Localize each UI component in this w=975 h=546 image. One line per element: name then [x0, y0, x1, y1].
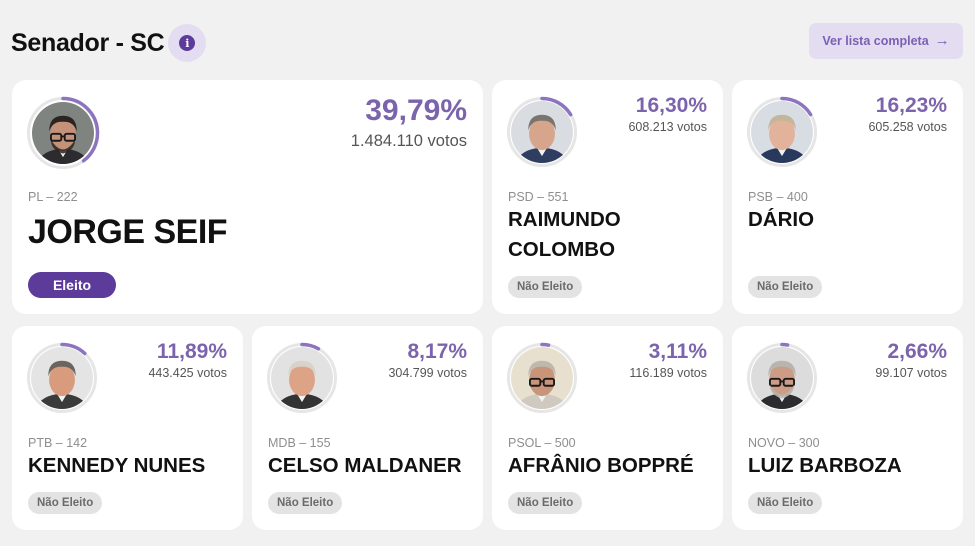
- status-badge: Não Eleito: [748, 276, 823, 298]
- status-badge: Não Eleito: [508, 276, 583, 298]
- vote-count: 99.107 votos: [875, 366, 947, 380]
- candidate-name: KENNEDY NUNES: [28, 454, 206, 477]
- candidate-name: JORGE SEIF: [28, 213, 228, 251]
- candidate-card[interactable]: 3,11% 116.189 votos PSOL – 500 AFRÂNIO B…: [492, 326, 723, 530]
- candidate-photo: [751, 101, 813, 163]
- see-full-list-button[interactable]: Ver lista completa →: [809, 23, 963, 59]
- candidate-name: AFRÂNIO BOPPRÉ: [508, 454, 694, 477]
- candidate-name: DÁRIO: [748, 208, 815, 231]
- vote-percent: 3,11%: [648, 340, 707, 363]
- vote-count: 304.799 votos: [388, 366, 467, 380]
- candidate-card[interactable]: 8,17% 304.799 votos MDB – 155 CELSO MALD…: [252, 326, 483, 530]
- candidate-card[interactable]: 2,66% 99.107 votos NOVO – 300 LUIZ BARBO…: [732, 326, 963, 530]
- candidate-avatar: [506, 342, 578, 414]
- vote-count: 116.189 votos: [629, 366, 707, 380]
- candidate-photo: [271, 347, 333, 409]
- party-number: NOVO – 300: [748, 436, 820, 450]
- candidate-card[interactable]: 16,23% 605.258 votos PSB – 400 DÁRIO Não…: [732, 80, 963, 314]
- party-number: PSOL – 500: [508, 436, 576, 450]
- vote-count: 443.425 votos: [148, 366, 227, 380]
- status-badge: Não Eleito: [28, 492, 103, 514]
- candidate-name: CELSO MALDANER: [268, 454, 462, 477]
- candidate-avatar: [26, 342, 98, 414]
- vote-percent: 16,30%: [635, 94, 707, 117]
- see-full-list-label: Ver lista completa: [822, 34, 929, 48]
- vote-percent: 8,17%: [407, 340, 467, 363]
- candidate-photo: [511, 347, 573, 409]
- candidate-photo: [32, 102, 94, 164]
- status-badge: Não Eleito: [508, 492, 583, 514]
- candidate-avatar: [26, 96, 100, 170]
- vote-percent: 16,23%: [875, 94, 947, 117]
- page-title: Senador - SC: [11, 28, 165, 57]
- vote-count: 1.484.110 votos: [350, 132, 467, 150]
- candidate-avatar: [746, 342, 818, 414]
- info-icon: i: [179, 35, 196, 51]
- candidate-card[interactable]: 11,89% 443.425 votos PTB – 142 KENNEDY N…: [12, 326, 243, 530]
- candidate-photo: [751, 347, 813, 409]
- party-number: PSD – 551: [508, 190, 569, 204]
- candidate-avatar: [746, 96, 818, 168]
- candidate-card[interactable]: 16,30% 608.213 votos PSD – 551 RAIMUNDO …: [492, 80, 723, 314]
- candidate-card[interactable]: 39,79% 1.484.110 votos PL – 222 JORGE SE…: [12, 80, 483, 314]
- candidate-name: RAIMUNDO COLOMBO: [508, 208, 621, 261]
- party-number: PSB – 400: [748, 190, 808, 204]
- candidate-name: LUIZ BARBOZA: [748, 454, 902, 477]
- candidate-avatar: [506, 96, 578, 168]
- vote-percent: 39,79%: [365, 94, 467, 127]
- vote-percent: 11,89%: [156, 340, 227, 363]
- candidate-photo: [31, 347, 93, 409]
- page-header: Senador - SC i: [11, 22, 207, 64]
- vote-count: 608.213 votos: [628, 120, 707, 134]
- vote-count: 605.258 votos: [868, 120, 947, 134]
- arrow-right-icon: →: [934, 31, 950, 49]
- party-number: PL – 222: [28, 190, 78, 204]
- candidate-avatar: [266, 342, 338, 414]
- status-badge: Não Eleito: [748, 492, 823, 514]
- party-number: MDB – 155: [268, 436, 331, 450]
- status-badge: Eleito: [28, 272, 116, 298]
- party-number: PTB – 142: [28, 436, 88, 450]
- info-button[interactable]: i: [168, 24, 207, 62]
- candidate-photo: [511, 101, 573, 163]
- status-badge: Não Eleito: [268, 492, 343, 514]
- vote-percent: 2,66%: [887, 340, 947, 363]
